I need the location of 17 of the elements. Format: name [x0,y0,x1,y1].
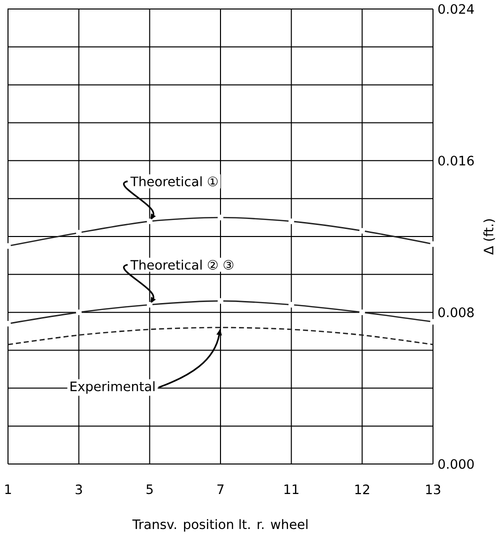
annotation: Theoretical ② ③ [130,260,234,270]
x-tick-label: 3 [76,484,82,494]
x-tick-label: 11 [284,484,298,494]
y-tick-label: 0.008 [438,307,474,318]
x-tick-label: 13 [426,484,440,494]
y-tick-label: 0.024 [438,4,474,14]
annotation: Theoretical ① [130,176,218,186]
x-tick-label: 1 [5,484,11,494]
x-axis-title: Transv. position lt. r. wheel [132,519,308,532]
y-tick-label: 0.016 [438,156,474,166]
line-series [7,326,434,346]
x-tick-label: 12 [355,484,370,494]
x-tick-label: 5 [146,484,153,494]
x-tick-label: 7 [217,484,224,494]
y-axis-title: Δ (ft.) [483,219,495,255]
y-tick-label: 0.000 [438,459,474,469]
annotation: Experimental [70,381,154,394]
